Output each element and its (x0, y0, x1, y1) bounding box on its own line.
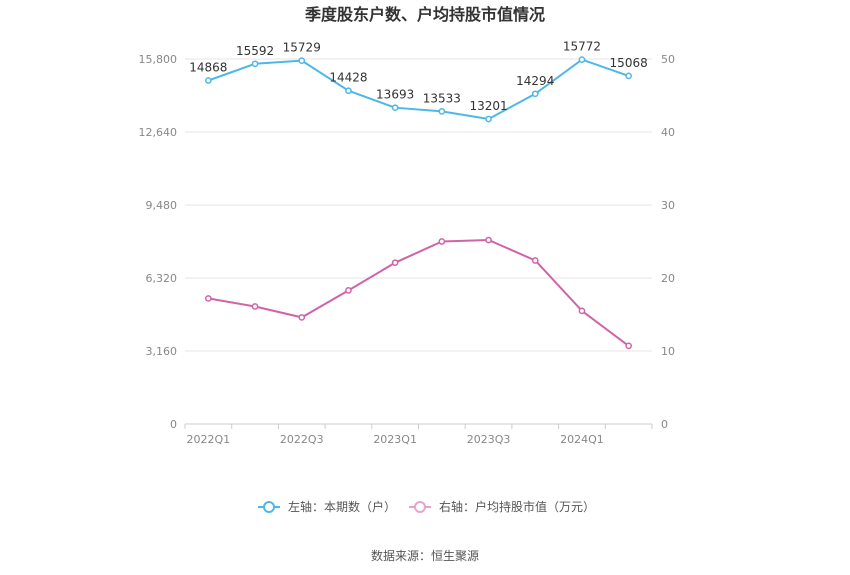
data-label-households: 14868 (189, 61, 227, 75)
data-label-households: 14428 (329, 71, 367, 85)
y-left-tick-label: 9,480 (146, 199, 178, 212)
legend-marker-avg-value (414, 501, 426, 513)
data-point-avg-value[interactable] (205, 295, 212, 302)
y-left-tick-label: 12,640 (139, 126, 178, 139)
data-point-households[interactable] (391, 104, 399, 112)
data-point-avg-value[interactable] (298, 314, 306, 321)
data-point-households[interactable] (205, 77, 212, 84)
series-line-avg-value (208, 238, 630, 347)
source-note: 数据来源：恒生聚源 (371, 548, 479, 563)
data-point-avg-value[interactable] (438, 238, 446, 245)
legend-label-avg-value: 右轴：户均持股市值（万元） (439, 499, 595, 514)
data-label-households: 14294 (516, 74, 554, 88)
x-axis: 2022Q1 2022Q3 2023Q1 2023Q3 2024Q1 (184, 424, 653, 446)
data-point-avg-value[interactable] (345, 287, 352, 294)
data-point-avg-value[interactable] (391, 259, 399, 267)
data-point-households[interactable] (531, 90, 539, 98)
y-right-tick-label: 50 (661, 53, 675, 66)
y-left-tick-label: 3,160 (146, 345, 178, 358)
y-right-tick-label: 10 (661, 345, 675, 358)
data-label-households: 13201 (469, 99, 507, 113)
data-point-households[interactable] (625, 72, 633, 80)
y-left-tick-label: 15,800 (139, 53, 178, 66)
data-label-households: 13533 (423, 91, 461, 105)
data-point-households[interactable] (345, 87, 352, 95)
x-tick-label: 2023Q1 (373, 433, 417, 446)
x-tick-label: 2022Q1 (187, 433, 231, 446)
data-label-households: 15592 (236, 44, 274, 58)
legend-label-households: 左轴：本期数（户） (288, 499, 396, 514)
y-axis-left: 0 3,160 6,320 9,480 12,640 15,800 (139, 53, 178, 431)
data-label-households: 15068 (610, 56, 648, 70)
data-label-households: 15729 (283, 41, 321, 55)
data-point-avg-value[interactable] (485, 236, 492, 244)
data-point-avg-value[interactable] (531, 257, 539, 264)
series-line-households (207, 58, 630, 121)
x-tick-label: 2023Q3 (467, 433, 511, 446)
y-left-tick-label: 6,320 (146, 272, 178, 285)
data-point-households[interactable] (578, 56, 586, 63)
y-right-tick-label: 40 (661, 126, 675, 139)
x-tick-label: 2024Q1 (560, 433, 604, 446)
chart-title: 季度股东户数、户均持股市值情况 (304, 5, 545, 24)
y-right-tick-label: 30 (661, 199, 675, 212)
data-point-households[interactable] (485, 115, 492, 123)
data-point-households[interactable] (438, 108, 446, 115)
legend[interactable]: 左轴：本期数（户） 右轴：户均持股市值（万元） (258, 499, 595, 514)
legend-item-avg-value[interactable]: 右轴：户均持股市值（万元） (409, 499, 595, 514)
series-layer: 14868 15592 15729 14428 13693 13533 13201 14294… (189, 40, 648, 350)
grid-lines (185, 58, 652, 425)
x-tick-label: 2022Q3 (280, 433, 324, 446)
data-point-avg-value[interactable] (625, 342, 633, 350)
data-point-avg-value[interactable] (251, 303, 259, 310)
data-label-households: 13693 (376, 88, 414, 102)
y-right-tick-label: 20 (661, 272, 675, 285)
data-label-households: 15772 (563, 40, 601, 54)
data-point-households[interactable] (251, 60, 259, 68)
y-right-tick-label: 0 (661, 418, 668, 431)
legend-marker-households (263, 501, 275, 513)
data-point-households[interactable] (298, 57, 306, 64)
y-axis-right: 0 10 20 30 40 50 (661, 53, 675, 431)
y-left-tick-label: 0 (170, 418, 177, 431)
data-point-avg-value[interactable] (578, 307, 586, 315)
legend-item-households[interactable]: 左轴：本期数（户） (258, 499, 396, 514)
